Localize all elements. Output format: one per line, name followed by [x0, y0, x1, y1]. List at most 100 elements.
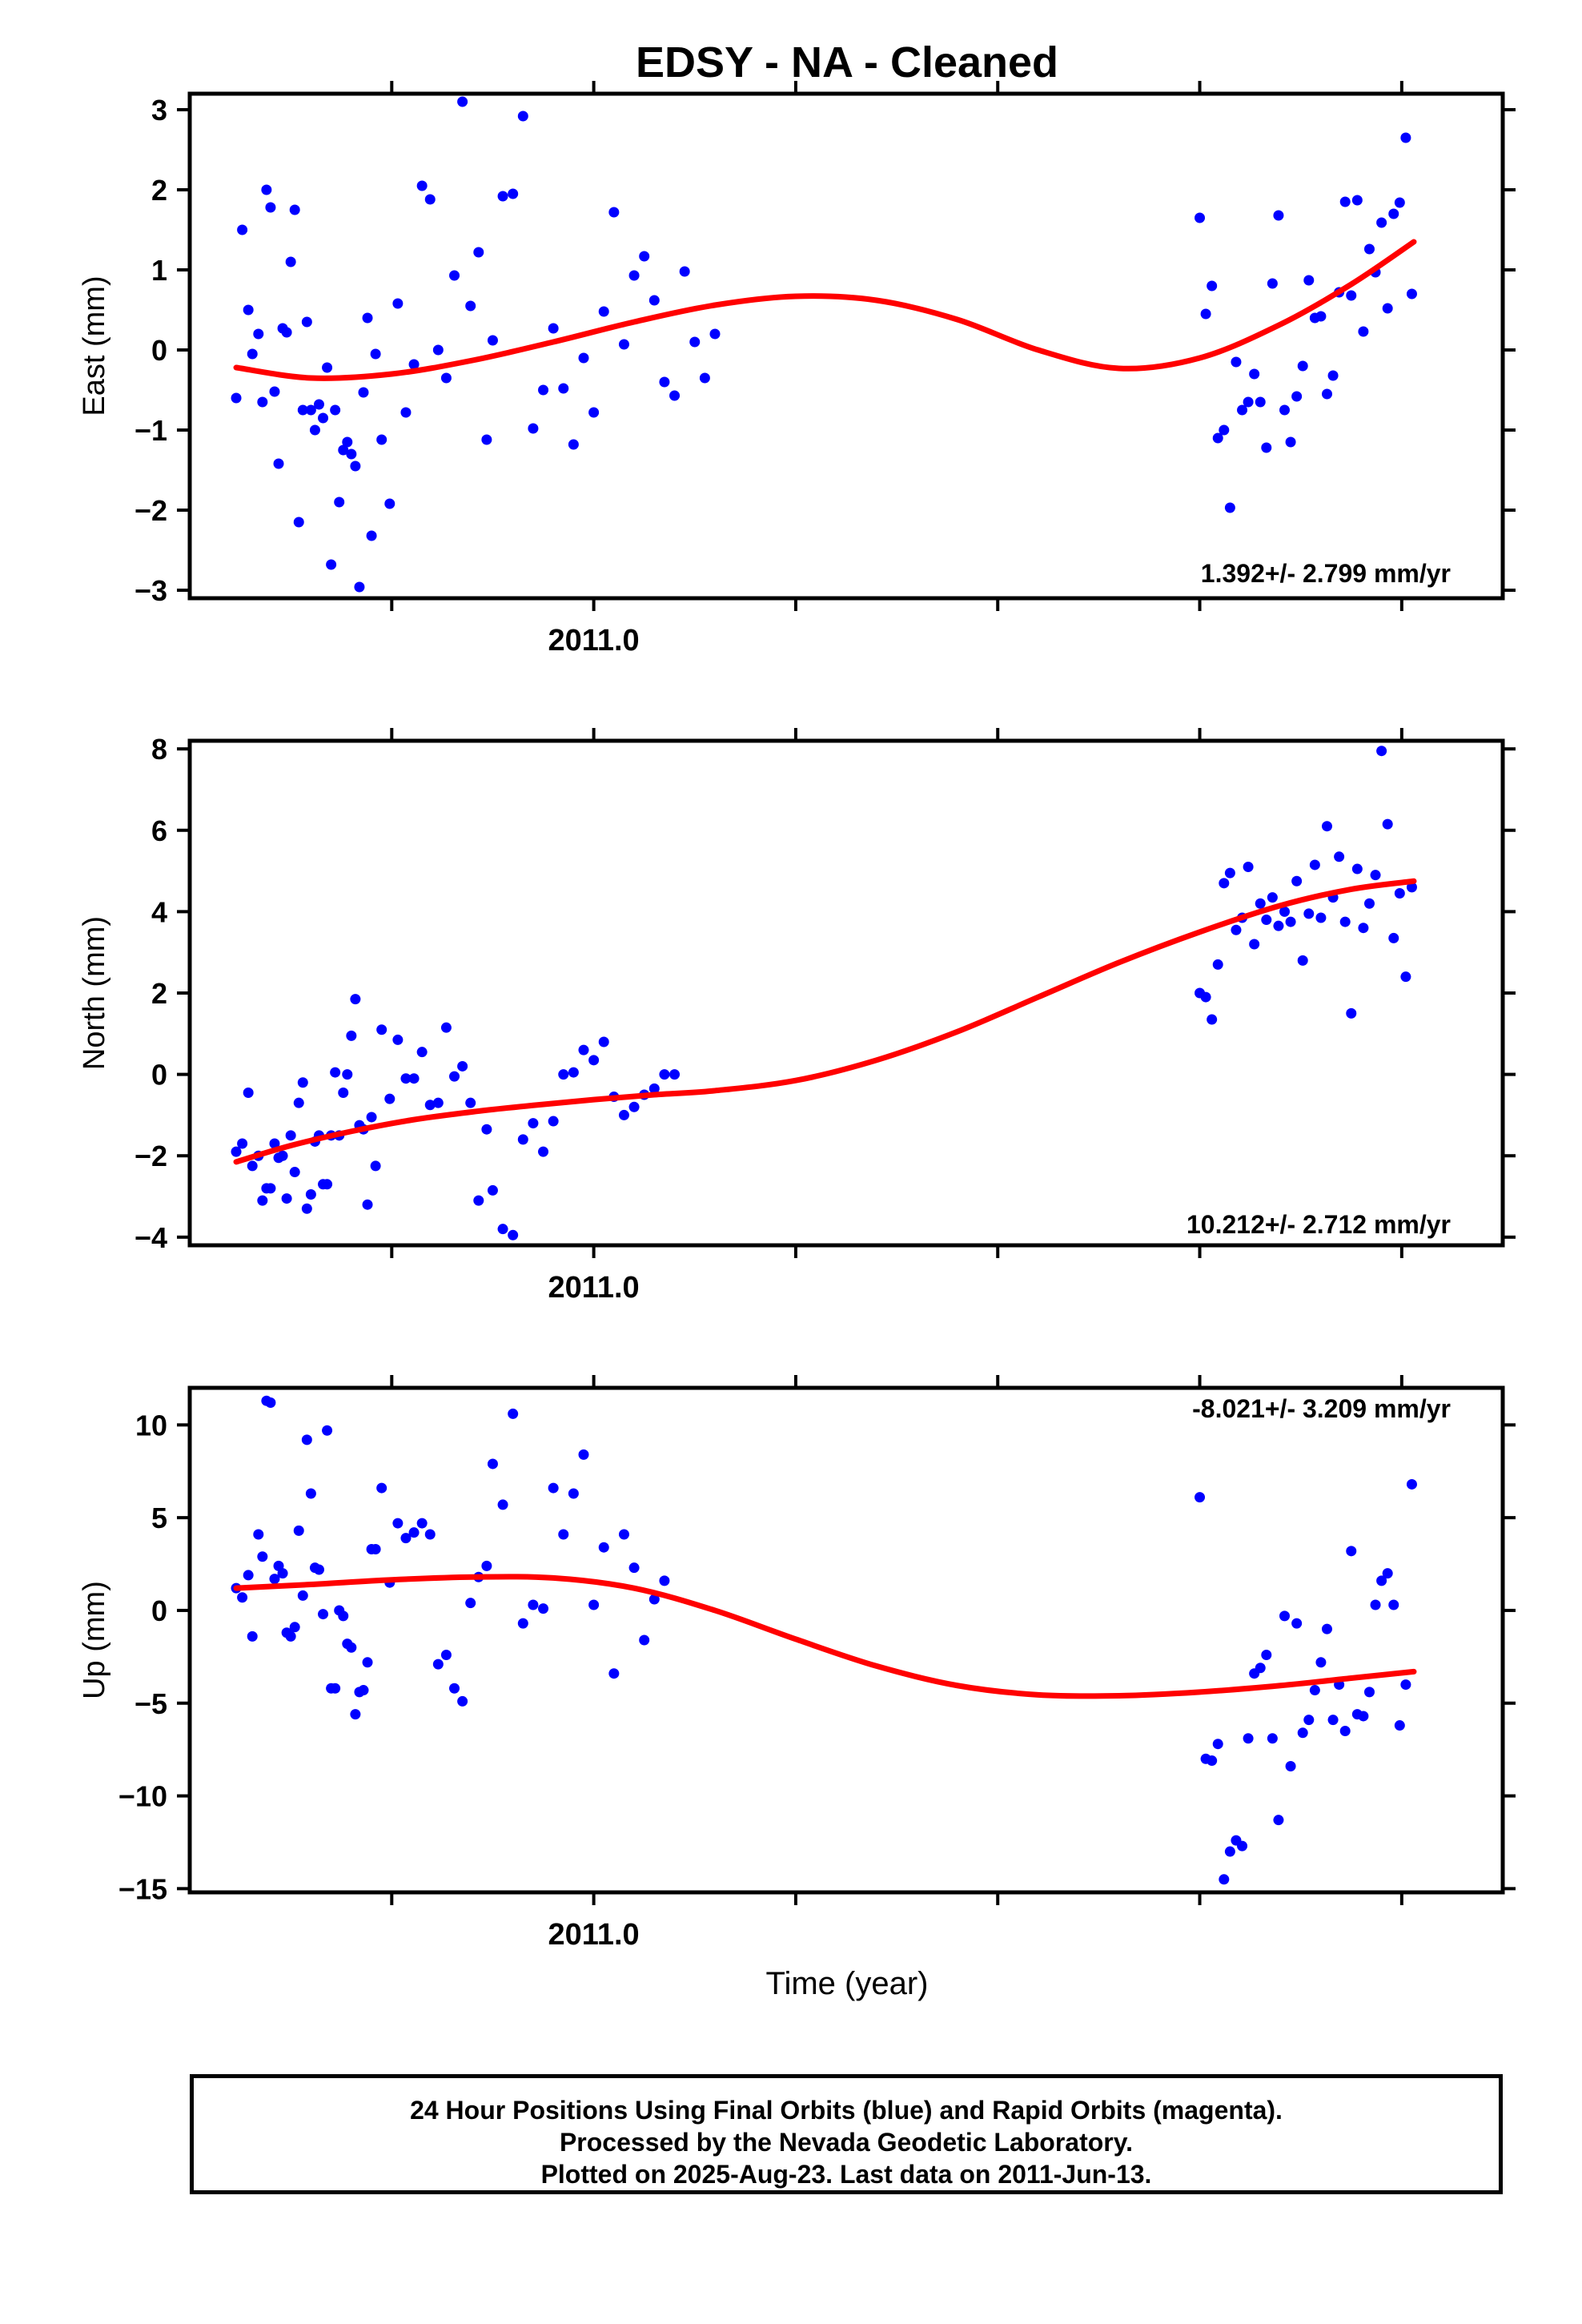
data-point [1255, 898, 1266, 909]
data-point [508, 1408, 519, 1419]
y-tick-label: 4 [151, 895, 167, 928]
data-point [1291, 875, 1303, 887]
data-point [350, 994, 361, 1005]
data-point [679, 266, 690, 277]
data-point [1315, 912, 1327, 923]
data-point [338, 1087, 349, 1098]
rate-label: 1.392+/- 2.799 mm/yr [1201, 559, 1451, 588]
data-point [346, 448, 357, 460]
data-point [1200, 991, 1211, 1003]
data-point [1370, 870, 1381, 881]
data-point [528, 1599, 539, 1610]
data-point [1363, 1687, 1375, 1698]
data-point [618, 339, 629, 350]
data-point [362, 1657, 373, 1668]
data-point [1321, 388, 1332, 400]
chart-title: EDSY - NA - Cleaned [636, 38, 1058, 86]
data-point [1315, 1657, 1327, 1668]
data-point [370, 1160, 381, 1172]
data-point [1212, 1739, 1223, 1750]
up-axis-label: Up (mm) [78, 1581, 111, 1699]
data-point [709, 328, 721, 340]
data-point [1376, 746, 1387, 757]
data-point [1231, 924, 1242, 935]
data-point [309, 424, 320, 436]
y-tick-label: −10 [118, 1780, 167, 1813]
data-point [508, 188, 519, 199]
data-point [342, 436, 353, 448]
data-point [297, 1590, 308, 1601]
data-point [659, 1575, 670, 1586]
data-point [548, 1482, 559, 1494]
data-point [273, 458, 284, 469]
data-point [1388, 1599, 1399, 1610]
data-point [1273, 210, 1284, 221]
data-point [1255, 1663, 1266, 1674]
data-point [481, 434, 492, 445]
data-point [384, 498, 396, 509]
data-point [1212, 432, 1223, 444]
data-point [1237, 1840, 1248, 1852]
y-tick-label: 8 [151, 733, 167, 766]
data-point [1382, 1568, 1393, 1579]
data-point [449, 1071, 460, 1082]
data-point [648, 1083, 660, 1094]
y-tick-label: 1 [151, 254, 167, 287]
data-point [1207, 280, 1218, 292]
data-point [1327, 1715, 1339, 1726]
data-point [269, 386, 280, 397]
y-tick-label: 0 [151, 1059, 167, 1092]
data-point [253, 1529, 264, 1540]
data-point [1370, 1599, 1381, 1610]
plot-frame [187, 91, 1505, 601]
data-point [528, 423, 539, 434]
data-point [1267, 1733, 1278, 1744]
data-point [293, 1097, 304, 1108]
data-point [1315, 311, 1327, 322]
data-point [588, 1599, 600, 1610]
data-point [1219, 1874, 1230, 1885]
data-point [432, 1659, 444, 1670]
data-point [277, 1568, 288, 1579]
data-point [1346, 1546, 1357, 1557]
data-point [305, 1488, 316, 1499]
data-point [1207, 1014, 1218, 1025]
data-point [669, 1069, 681, 1080]
data-point [1224, 867, 1235, 879]
y-tick-label: 2 [151, 174, 167, 207]
data-point [1279, 1610, 1291, 1622]
data-point [322, 1425, 333, 1436]
data-point [400, 407, 412, 418]
data-point [1394, 1720, 1405, 1731]
data-point [598, 1036, 609, 1047]
data-point [1279, 404, 1291, 416]
data-point [358, 1685, 369, 1696]
data-point [457, 1695, 468, 1707]
data-point [1363, 243, 1375, 255]
data-point [1358, 326, 1369, 337]
data-point [1346, 290, 1357, 301]
up-panel: 10 5 0 −5 −10 −15 2011.0 Up (mm) -8.021+/- 3.209… [78, 1375, 1516, 1952]
data-point [639, 1634, 650, 1646]
data-point [578, 1044, 589, 1055]
data-point [1406, 1478, 1417, 1490]
data-point [285, 256, 296, 267]
data-point [424, 1100, 436, 1111]
data-point [1200, 308, 1211, 320]
data-point [578, 352, 589, 364]
data-point [538, 1603, 549, 1614]
data-point [1261, 1650, 1272, 1661]
data-point [424, 1529, 436, 1540]
data-point [1291, 391, 1303, 402]
data-point [313, 1564, 324, 1575]
data-point [370, 1544, 381, 1555]
rate-label: -8.021+/- 3.209 mm/yr [1192, 1394, 1451, 1423]
data-point [1195, 1492, 1206, 1503]
x-tick-label: 2011.0 [548, 1918, 640, 1952]
data-point [257, 396, 268, 408]
data-point [1273, 920, 1284, 931]
data-point [376, 434, 387, 445]
data-point [293, 1525, 304, 1536]
data-point [1406, 882, 1417, 893]
data-point [265, 202, 276, 213]
